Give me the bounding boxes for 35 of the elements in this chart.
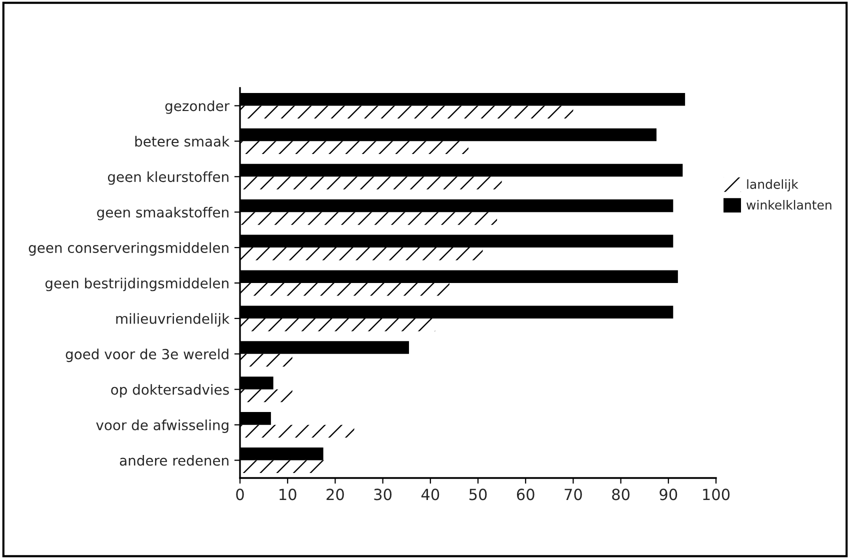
y-tick-label: milieuvriendelijk (116, 313, 230, 327)
y-tick-label: geen smaakstoffen (97, 206, 228, 220)
x-tick-label: 20 (326, 488, 344, 500)
bar (240, 212, 498, 225)
x-tick-label: 40 (421, 488, 440, 500)
x-tick-label: 90 (660, 488, 678, 500)
bar (240, 141, 468, 154)
x-tick-label: 70 (564, 488, 582, 500)
y-tick-label: andere redenen (120, 454, 228, 466)
bar (240, 318, 436, 332)
y-tick-label: voor de afwisseling (96, 420, 228, 433)
legend-label: winkelklanten (746, 200, 832, 210)
x-tick-label: 0 (236, 488, 244, 500)
bar (240, 283, 450, 296)
x-tick-label: 60 (516, 488, 534, 500)
bar (240, 460, 326, 474)
y-tick-label: op doktersadvies (111, 384, 229, 398)
x-tick-label: 100 (703, 488, 730, 500)
legend-label: landelijk (747, 179, 798, 192)
y-tick-label: geen conserveringsmiddelen (28, 242, 228, 256)
x-tick-label: 80 (612, 488, 630, 500)
x-tick-label: 50 (469, 488, 487, 500)
x-tick-label: 10 (280, 488, 296, 500)
bar (240, 176, 502, 190)
bar (240, 248, 483, 260)
y-tick-label: geen kleurstoffen (108, 171, 228, 185)
bar (240, 354, 292, 367)
bar (240, 424, 354, 438)
y-tick-label: geen bestrijdingsmiddelen (45, 278, 228, 292)
y-tick-label: goed voor de 3e wereld (66, 348, 228, 362)
y-tick-label: betere smaak (135, 136, 230, 147)
bar (240, 106, 574, 118)
x-tick-label: 30 (374, 488, 392, 500)
bar (240, 389, 292, 402)
y-tick-label: gezonder (165, 100, 230, 114)
